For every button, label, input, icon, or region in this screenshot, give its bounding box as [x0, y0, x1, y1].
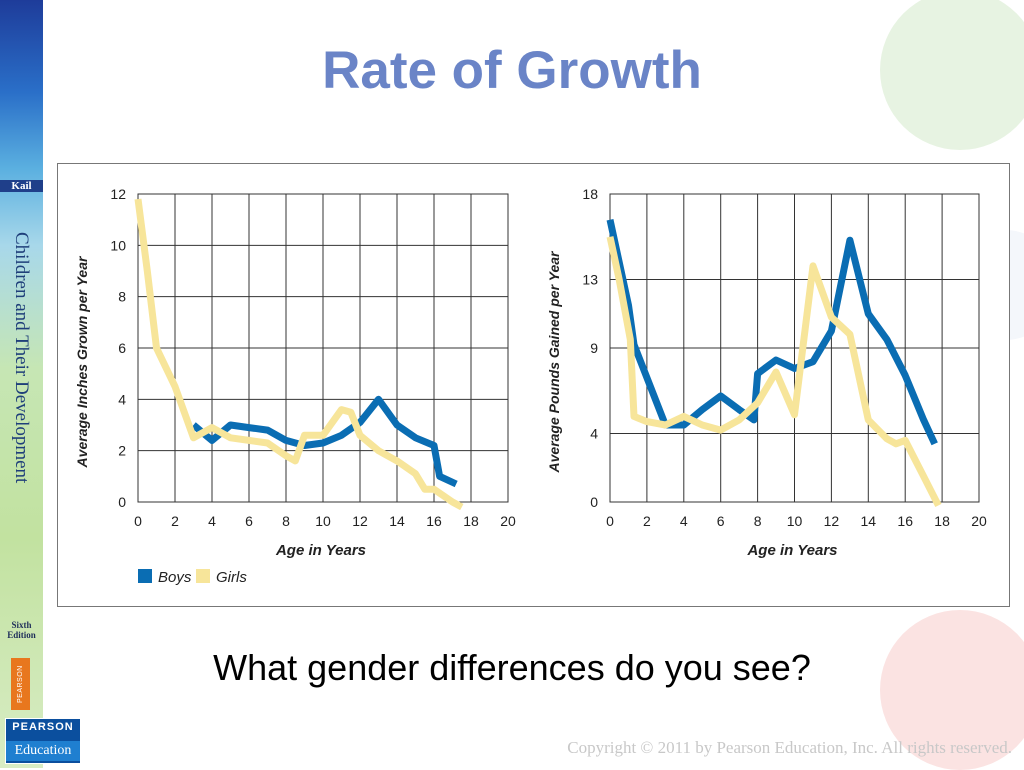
chart2-series-boys-line: [606, 218, 938, 446]
chart-frame: 0 2 4 6 8 10 12 14 16 18 20 0 2 4 6 8 10 12 Age in Years Av…: [57, 163, 1010, 607]
logo-line-1: PEARSON: [12, 721, 74, 733]
chart1-x-tick-label: 12: [352, 513, 368, 529]
chart2-x-tick-label: 14: [861, 513, 877, 529]
legend-swatch-girls: [196, 569, 210, 583]
legend-swatch-boys: [138, 569, 152, 583]
legend-label-boys: Boys: [158, 569, 192, 586]
book-title: Children and Their Development: [11, 232, 32, 484]
legend-label-girls: Girls: [216, 569, 247, 586]
edition-label: Sixth Edition: [0, 620, 43, 640]
chart2-y-tick-label: 18: [582, 186, 598, 202]
chart1-x-tick-label: 4: [208, 513, 216, 529]
chart1-y-tick-label: 2: [118, 443, 126, 459]
slide-title: Rate of Growth: [322, 41, 702, 100]
chart2-x-tick-label: 6: [717, 513, 725, 529]
publisher-tab: PEARSON: [11, 658, 30, 710]
chart1-plot-border: [137, 193, 509, 503]
chart1-y-tick-label: 10: [110, 237, 126, 253]
chart2-y-tick-label: 0: [590, 494, 598, 510]
chart1-y-tick-label: 6: [118, 340, 126, 356]
chart1-x-tick-label: 14: [389, 513, 405, 529]
chart2-x-axis-title: Age in Years: [746, 542, 837, 559]
chart1-x-tick-label: 2: [171, 513, 179, 529]
chart2-x-tick-label: 0: [606, 513, 614, 529]
chart2-x-tick-label: 8: [754, 513, 762, 529]
copyright-notice: Copyright © 2011 by Pearson Education, I…: [567, 738, 1012, 757]
chart2-x-tick-label: 20: [971, 513, 987, 529]
chart2-plot-border: [609, 193, 980, 503]
chart2-x-tick-label: 18: [934, 513, 950, 529]
chart2-y-tick-label: 4: [590, 426, 598, 442]
chart2-x-tick-label: 12: [824, 513, 840, 529]
logo-line-2: Education: [6, 741, 80, 761]
chart1-x-tick-label: 0: [134, 513, 142, 529]
chart1-y-tick-label: 0: [118, 494, 126, 510]
chart1-x-tick-label: 10: [315, 513, 331, 529]
book-sidebar: Kail Children and Their Development Sixt…: [0, 0, 43, 768]
chart1-x-tick-label: 20: [500, 513, 516, 529]
chart2-y-tick-label: 13: [582, 272, 598, 288]
chart1-y-tick-label: 12: [110, 186, 126, 202]
chart1-x-tick-label: 16: [426, 513, 442, 529]
chart1-x-tick-label: 18: [463, 513, 479, 529]
chart2-x-tick-label: 4: [680, 513, 688, 529]
chart1-y-axis-title: Average Inches Grown per Year: [74, 255, 90, 468]
chart2-series-girls-line: [606, 236, 942, 507]
chart1-series-girls-line: [134, 198, 464, 511]
chart2-y-axis-title: Average Pounds Gained per Year: [546, 250, 562, 474]
decorative-circle-bottom-right: [880, 610, 1024, 770]
chart2-x-tick-label: 2: [643, 513, 651, 529]
chart1-x-tick-label: 8: [282, 513, 290, 529]
author-label: Kail: [0, 180, 43, 192]
chart1-x-axis-title: Age in Years: [275, 542, 366, 559]
chart1-series-boys-line: [191, 395, 458, 488]
edition-line-1: Sixth: [11, 620, 32, 630]
chart2-y-tick-label: 9: [590, 340, 598, 356]
discussion-question: What gender differences do you see?: [213, 647, 811, 688]
chart1-x-tick-label: 6: [245, 513, 253, 529]
decorative-circle-top-right: [880, 0, 1024, 150]
edition-line-2: Edition: [7, 630, 36, 640]
chart1-y-tick-label: 4: [118, 391, 126, 407]
chart1-y-tick-label: 8: [118, 289, 126, 305]
chart2-x-tick-label: 10: [787, 513, 803, 529]
pearson-education-logo: PEARSON Education: [5, 718, 81, 764]
chart2-x-tick-label: 16: [897, 513, 913, 529]
